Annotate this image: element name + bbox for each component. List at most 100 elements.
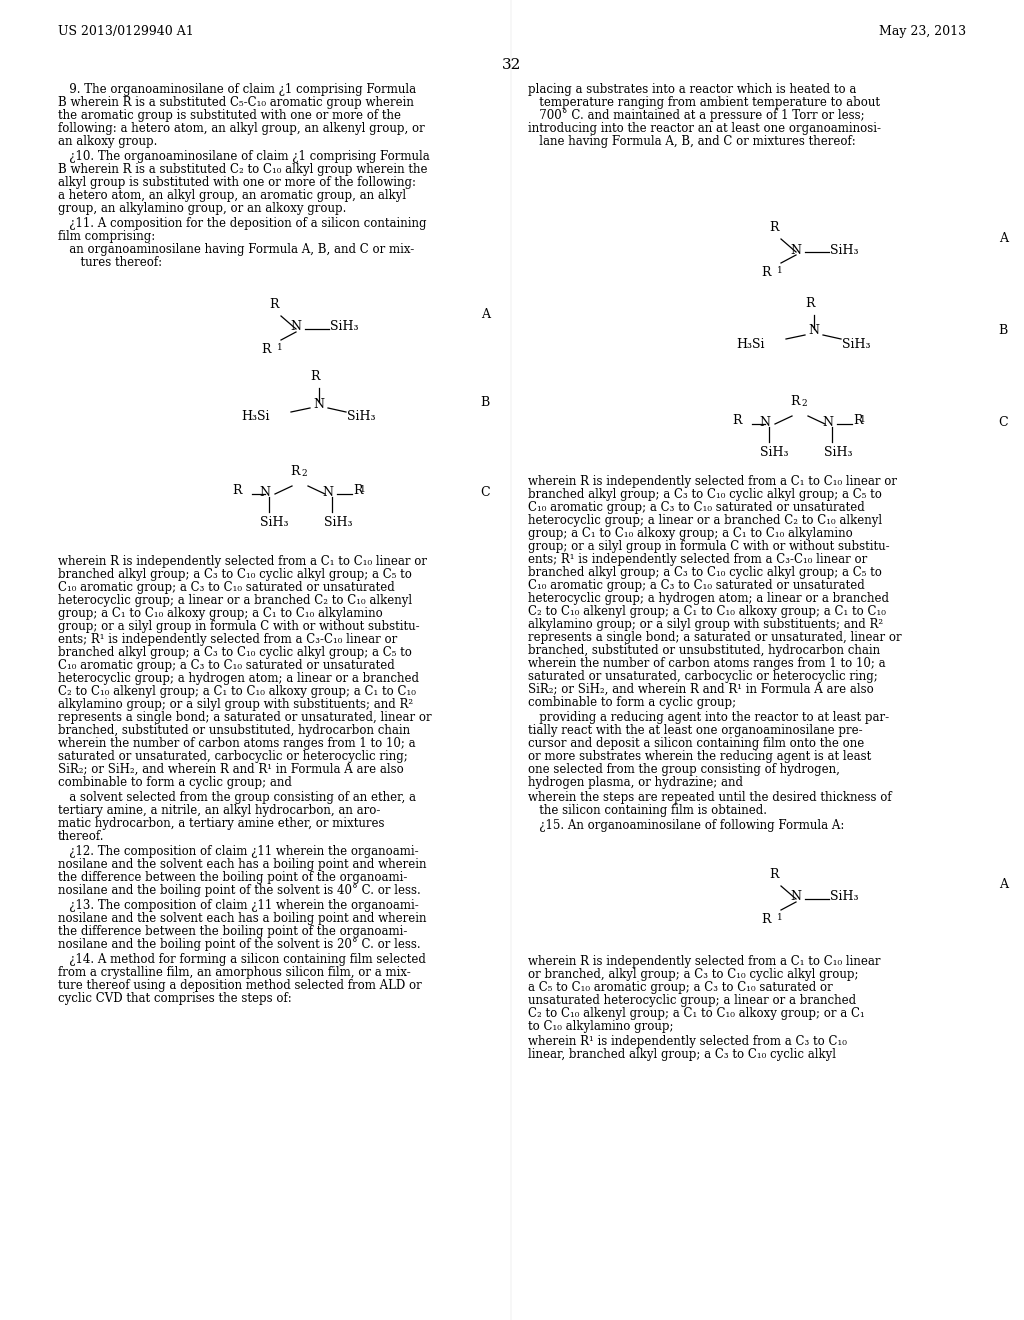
Text: to C₁₀ alkylamino group;: to C₁₀ alkylamino group; xyxy=(528,1020,674,1034)
Text: ture thereof using a deposition method selected from ALD or: ture thereof using a deposition method s… xyxy=(58,979,422,993)
Text: group; or a silyl group in formula C with or without substitu-: group; or a silyl group in formula C wit… xyxy=(528,540,890,553)
Text: A: A xyxy=(999,231,1008,244)
Text: nosilane and the boiling point of the solvent is 20° C. or less.: nosilane and the boiling point of the so… xyxy=(58,939,421,950)
Text: R: R xyxy=(290,465,300,478)
Text: saturated or unsaturated, carbocyclic or heterocyclic ring;: saturated or unsaturated, carbocyclic or… xyxy=(528,671,878,682)
Text: C₂ to C₁₀ alkenyl group; a C₁ to C₁₀ alkoxy group; or a C₁: C₂ to C₁₀ alkenyl group; a C₁ to C₁₀ alk… xyxy=(528,1007,864,1020)
Text: R: R xyxy=(853,413,862,426)
Text: group; a C₁ to C₁₀ alkoxy group; a C₁ to C₁₀ alkylamino: group; a C₁ to C₁₀ alkoxy group; a C₁ to… xyxy=(58,607,383,620)
Text: combinable to form a cyclic group;: combinable to form a cyclic group; xyxy=(528,696,736,709)
Text: temperature ranging from ambient temperature to about: temperature ranging from ambient tempera… xyxy=(528,96,880,110)
Text: C: C xyxy=(480,486,490,499)
Text: a C₅ to C₁₀ aromatic group; a C₃ to C₁₀ saturated or: a C₅ to C₁₀ aromatic group; a C₃ to C₁₀ … xyxy=(528,981,833,994)
Text: nosilane and the solvent each has a boiling point and wherein: nosilane and the solvent each has a boil… xyxy=(58,912,427,925)
Text: 32: 32 xyxy=(503,58,521,73)
Text: N: N xyxy=(760,416,770,429)
Text: tially react with the at least one organoaminosilane pre-: tially react with the at least one organ… xyxy=(528,723,862,737)
Text: H₃Si: H₃Si xyxy=(736,338,765,351)
Text: the silicon containing film is obtained.: the silicon containing film is obtained. xyxy=(528,804,767,817)
Text: 1: 1 xyxy=(360,486,366,495)
Text: matic hydrocarbon, a tertiary amine ether, or mixtures: matic hydrocarbon, a tertiary amine ethe… xyxy=(58,817,384,830)
Text: 1: 1 xyxy=(777,267,782,275)
Text: heterocyclic group; a hydrogen atom; a linear or a branched: heterocyclic group; a hydrogen atom; a l… xyxy=(528,591,889,605)
Text: heterocyclic group; a hydrogen atom; a linear or a branched: heterocyclic group; a hydrogen atom; a l… xyxy=(58,672,419,685)
Text: placing a substrates into a reactor which is heated to a: placing a substrates into a reactor whic… xyxy=(528,83,856,96)
Text: following: a hetero atom, an alkyl group, an alkenyl group, or: following: a hetero atom, an alkyl group… xyxy=(58,121,425,135)
Text: SiH₃: SiH₃ xyxy=(842,338,870,351)
Text: wherein the number of carbon atoms ranges from 1 to 10; a: wherein the number of carbon atoms range… xyxy=(528,657,886,671)
Text: B: B xyxy=(998,323,1008,337)
Text: R: R xyxy=(232,483,242,496)
Text: heterocyclic group; a linear or a branched C₂ to C₁₀ alkenyl: heterocyclic group; a linear or a branch… xyxy=(58,594,412,607)
Text: R: R xyxy=(353,483,362,496)
Text: tertiary amine, a nitrile, an alkyl hydrocarbon, an aro-: tertiary amine, a nitrile, an alkyl hydr… xyxy=(58,804,380,817)
Text: N: N xyxy=(291,321,301,334)
Text: 1: 1 xyxy=(278,343,283,352)
Text: R: R xyxy=(805,297,815,310)
Text: unsaturated heterocyclic group; a linear or a branched: unsaturated heterocyclic group; a linear… xyxy=(528,994,856,1007)
Text: SiR₂; or SiH₂, and wherein R and R¹ in Formula A are also: SiR₂; or SiH₂, and wherein R and R¹ in F… xyxy=(528,682,873,696)
Text: ¿15. An organoaminosilane of following Formula A:: ¿15. An organoaminosilane of following F… xyxy=(528,818,845,832)
Text: combinable to form a cyclic group; and: combinable to form a cyclic group; and xyxy=(58,776,292,789)
Text: the aromatic group is substituted with one or more of the: the aromatic group is substituted with o… xyxy=(58,110,401,121)
Text: ¿14. A method for forming a silicon containing film selected: ¿14. A method for forming a silicon cont… xyxy=(58,953,426,966)
Text: saturated or unsaturated, carbocyclic or heterocyclic ring;: saturated or unsaturated, carbocyclic or… xyxy=(58,750,408,763)
Text: 9. The organoaminosilane of claim ¿1 comprising Formula: 9. The organoaminosilane of claim ¿1 com… xyxy=(58,83,416,96)
Text: branched alkyl group; a C₃ to C₁₀ cyclic alkyl group; a C₅ to: branched alkyl group; a C₃ to C₁₀ cyclic… xyxy=(528,488,882,502)
Text: cursor and deposit a silicon containing film onto the one: cursor and deposit a silicon containing … xyxy=(528,737,864,750)
Text: C₁₀ aromatic group; a C₃ to C₁₀ saturated or unsaturated: C₁₀ aromatic group; a C₃ to C₁₀ saturate… xyxy=(58,659,394,672)
Text: group; a C₁ to C₁₀ alkoxy group; a C₁ to C₁₀ alkylamino: group; a C₁ to C₁₀ alkoxy group; a C₁ to… xyxy=(528,527,853,540)
Text: wherein the steps are repeated until the desired thickness of: wherein the steps are repeated until the… xyxy=(528,791,892,804)
Text: an organoaminosilane having Formula A, B, and C or mix-: an organoaminosilane having Formula A, B… xyxy=(58,243,415,256)
Text: wherein R is independently selected from a C₁ to C₁₀ linear or: wherein R is independently selected from… xyxy=(528,475,897,488)
Text: or branched, alkyl group; a C₃ to C₁₀ cyclic alkyl group;: or branched, alkyl group; a C₃ to C₁₀ cy… xyxy=(528,968,858,981)
Text: a solvent selected from the group consisting of an ether, a: a solvent selected from the group consis… xyxy=(58,791,416,804)
Text: ¿12. The composition of claim ¿11 wherein the organoami-: ¿12. The composition of claim ¿11 wherei… xyxy=(58,845,419,858)
Text: R: R xyxy=(732,413,742,426)
Text: wherein R is independently selected from a C₁ to C₁₀ linear: wherein R is independently selected from… xyxy=(528,954,881,968)
Text: C₂ to C₁₀ alkenyl group; a C₁ to C₁₀ alkoxy group; a C₁ to C₁₀: C₂ to C₁₀ alkenyl group; a C₁ to C₁₀ alk… xyxy=(58,685,416,698)
Text: C₂ to C₁₀ alkenyl group; a C₁ to C₁₀ alkoxy group; a C₁ to C₁₀: C₂ to C₁₀ alkenyl group; a C₁ to C₁₀ alk… xyxy=(528,605,886,618)
Text: N: N xyxy=(323,486,334,499)
Text: R: R xyxy=(762,267,771,279)
Text: 2: 2 xyxy=(301,469,306,478)
Text: SiR₂; or SiH₂, and wherein R and R¹ in Formula A are also: SiR₂; or SiH₂, and wherein R and R¹ in F… xyxy=(58,763,403,776)
Text: an alkoxy group.: an alkoxy group. xyxy=(58,135,158,148)
Text: branched alkyl group; a C₃ to C₁₀ cyclic alkyl group; a C₅ to: branched alkyl group; a C₃ to C₁₀ cyclic… xyxy=(528,566,882,579)
Text: A: A xyxy=(481,309,490,322)
Text: providing a reducing agent into the reactor to at least par-: providing a reducing agent into the reac… xyxy=(528,711,889,723)
Text: wherein R¹ is independently selected from a C₃ to C₁₀: wherein R¹ is independently selected fro… xyxy=(528,1035,847,1048)
Text: US 2013/0129940 A1: US 2013/0129940 A1 xyxy=(58,25,194,38)
Text: introducing into the reactor an at least one organoaminosi-: introducing into the reactor an at least… xyxy=(528,121,881,135)
Text: cyclic CVD that comprises the steps of:: cyclic CVD that comprises the steps of: xyxy=(58,993,292,1005)
Text: represents a single bond; a saturated or unsaturated, linear or: represents a single bond; a saturated or… xyxy=(528,631,901,644)
Text: R: R xyxy=(769,869,778,880)
Text: film comprising:: film comprising: xyxy=(58,230,156,243)
Text: H₃Si: H₃Si xyxy=(242,411,270,424)
Text: the difference between the boiling point of the organoami-: the difference between the boiling point… xyxy=(58,871,408,884)
Text: ents; R¹ is independently selected from a C₃-C₁₀ linear or: ents; R¹ is independently selected from … xyxy=(528,553,867,566)
Text: N: N xyxy=(791,891,802,903)
Text: C: C xyxy=(998,416,1008,429)
Text: SiH₃: SiH₃ xyxy=(760,446,788,459)
Text: ¿11. A composition for the deposition of a silicon containing: ¿11. A composition for the deposition of… xyxy=(58,216,427,230)
Text: thereof.: thereof. xyxy=(58,830,104,843)
Text: linear, branched alkyl group; a C₃ to C₁₀ cyclic alkyl: linear, branched alkyl group; a C₃ to C₁… xyxy=(528,1048,836,1061)
Text: B wherein R is a substituted C₂ to C₁₀ alkyl group wherein the: B wherein R is a substituted C₂ to C₁₀ a… xyxy=(58,162,427,176)
Text: C₁₀ aromatic group; a C₃ to C₁₀ saturated or unsaturated: C₁₀ aromatic group; a C₃ to C₁₀ saturate… xyxy=(58,581,394,594)
Text: N: N xyxy=(809,325,819,338)
Text: SiH₃: SiH₃ xyxy=(330,321,358,334)
Text: alkylamino group; or a silyl group with substituents; and R²: alkylamino group; or a silyl group with … xyxy=(528,618,883,631)
Text: B: B xyxy=(480,396,490,409)
Text: branched alkyl group; a C₃ to C₁₀ cyclic alkyl group; a C₅ to: branched alkyl group; a C₃ to C₁₀ cyclic… xyxy=(58,645,412,659)
Text: ents; R¹ is independently selected from a C₃-C₁₀ linear or: ents; R¹ is independently selected from … xyxy=(58,634,397,645)
Text: branched, substituted or unsubstituted, hydrocarbon chain: branched, substituted or unsubstituted, … xyxy=(58,723,411,737)
Text: SiH₃: SiH₃ xyxy=(324,516,352,529)
Text: N: N xyxy=(822,416,834,429)
Text: alkyl group is substituted with one or more of the following:: alkyl group is substituted with one or m… xyxy=(58,176,416,189)
Text: A: A xyxy=(999,879,1008,891)
Text: wherein the number of carbon atoms ranges from 1 to 10; a: wherein the number of carbon atoms range… xyxy=(58,737,416,750)
Text: a hetero atom, an alkyl group, an aromatic group, an alkyl: a hetero atom, an alkyl group, an aromat… xyxy=(58,189,407,202)
Text: R: R xyxy=(269,298,279,312)
Text: nosilane and the boiling point of the solvent is 40° C. or less.: nosilane and the boiling point of the so… xyxy=(58,884,421,898)
